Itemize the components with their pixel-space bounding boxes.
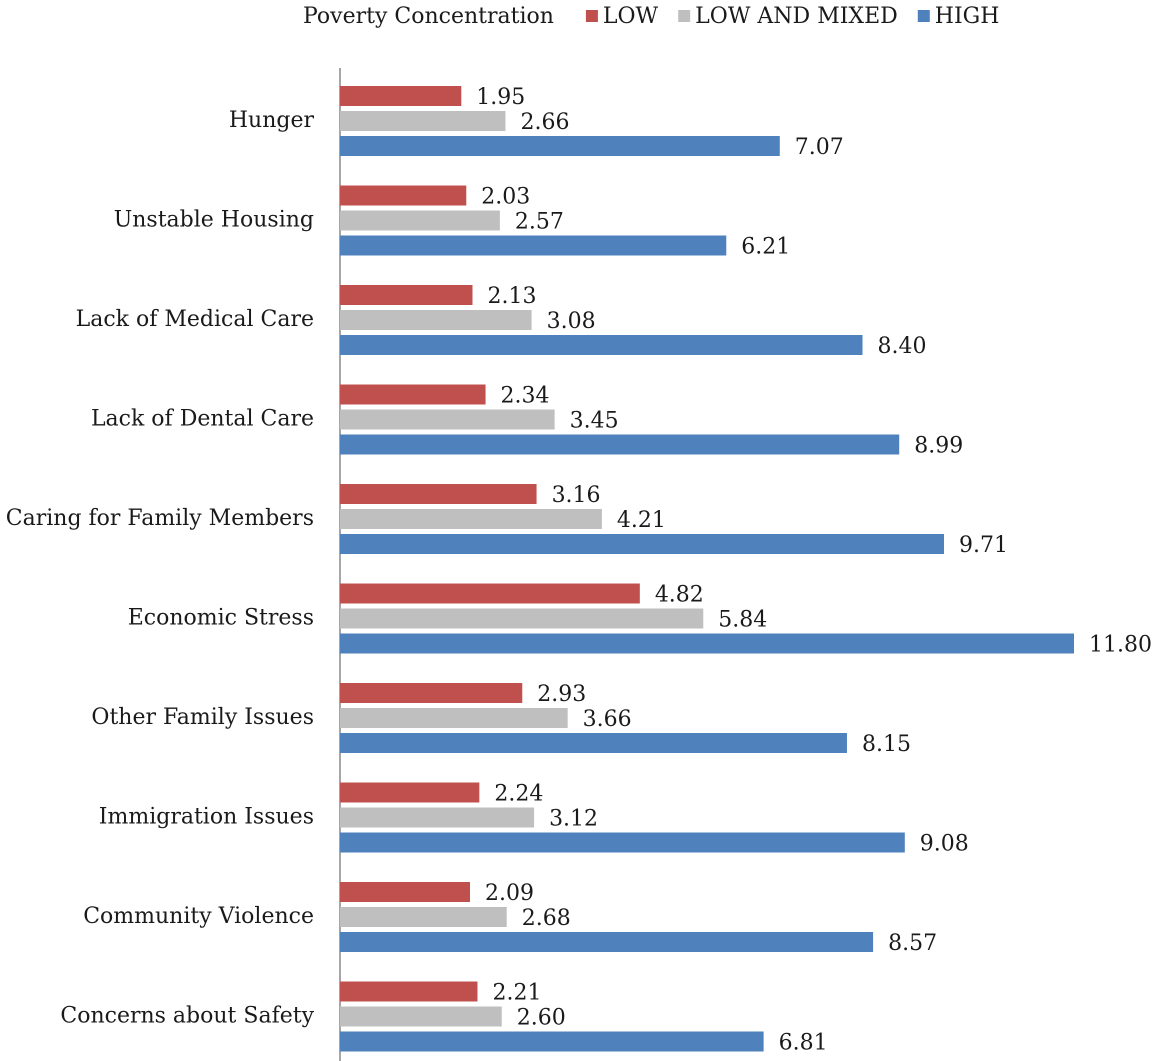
legend-swatch [678,10,691,22]
bar [340,534,944,554]
bar [340,708,568,728]
bar [340,583,640,604]
data-label: 7.07 [795,135,844,160]
bar [340,210,500,231]
bar [340,86,462,106]
bar [340,310,532,330]
bar [340,882,471,902]
y-tick-label: Community Violence [83,904,314,929]
data-label: 1.95 [476,85,525,110]
y-tick-label: Lack of Dental Care [91,407,314,432]
bar [340,981,478,1002]
bar [340,335,863,355]
bar [340,832,905,853]
bar [340,1031,764,1052]
y-tick-label: Concerns about Safety [60,1004,314,1029]
bar [340,733,847,753]
data-label: 2.93 [537,682,586,707]
data-label: 3.66 [583,707,632,732]
y-tick-label: Caring for Family Members [6,506,314,531]
bar [340,285,473,305]
data-label: 9.71 [959,533,1008,558]
bar [340,111,506,131]
bar [340,509,602,529]
data-label: 4.82 [655,583,704,608]
data-label: 2.60 [517,1006,566,1031]
data-label: 2.03 [481,185,530,210]
data-label: 5.84 [718,608,767,633]
data-label: 3.16 [552,483,601,508]
data-label: 3.45 [570,409,619,434]
legend-label: LOW AND MIXED [695,4,898,29]
data-label: 8.57 [888,931,937,956]
legend-label: HIGH [935,4,1000,29]
bar [340,932,874,952]
legend-swatch [585,10,598,22]
y-tick-label: Unstable Housing [114,208,314,233]
data-label: 2.13 [487,284,536,309]
bar [340,1006,502,1027]
data-label: 8.40 [878,334,927,359]
data-label: 2.66 [520,110,569,135]
bar [340,434,900,455]
bar [340,907,507,927]
data-label: 2.68 [522,906,571,931]
bar [340,185,467,206]
data-label: 3.08 [547,309,596,334]
data-label: 8.99 [914,434,963,459]
bar [340,782,480,803]
data-label: 9.08 [920,832,969,857]
legend-label: LOW [603,4,659,29]
y-tick-label: Other Family Issues [91,705,314,730]
data-label: 11.80 [1089,633,1152,658]
y-tick-label: Lack of Medical Care [76,307,314,332]
bar [340,807,535,828]
bar [340,235,727,256]
data-label: 8.15 [862,732,911,757]
bar [340,608,704,629]
bar [340,683,523,703]
bar [340,633,1074,654]
data-label: 2.21 [492,981,541,1006]
data-label: 2.09 [485,881,534,906]
data-label: 2.34 [501,384,550,409]
bar [340,136,780,156]
legend-title: Poverty Concentration [303,4,554,29]
data-label: 2.57 [515,210,564,235]
data-label: 3.12 [549,807,598,832]
data-label: 6.21 [741,235,790,260]
data-label: 6.81 [779,1031,828,1056]
y-tick-label: Immigration Issues [99,805,314,830]
data-label: 2.24 [494,782,543,807]
y-tick-label: Hunger [229,108,315,133]
bar [340,409,555,430]
data-label: 4.21 [617,508,666,533]
legend-swatch [917,10,930,22]
bar [340,384,486,405]
bar [340,484,537,504]
y-tick-label: Economic Stress [128,606,314,631]
